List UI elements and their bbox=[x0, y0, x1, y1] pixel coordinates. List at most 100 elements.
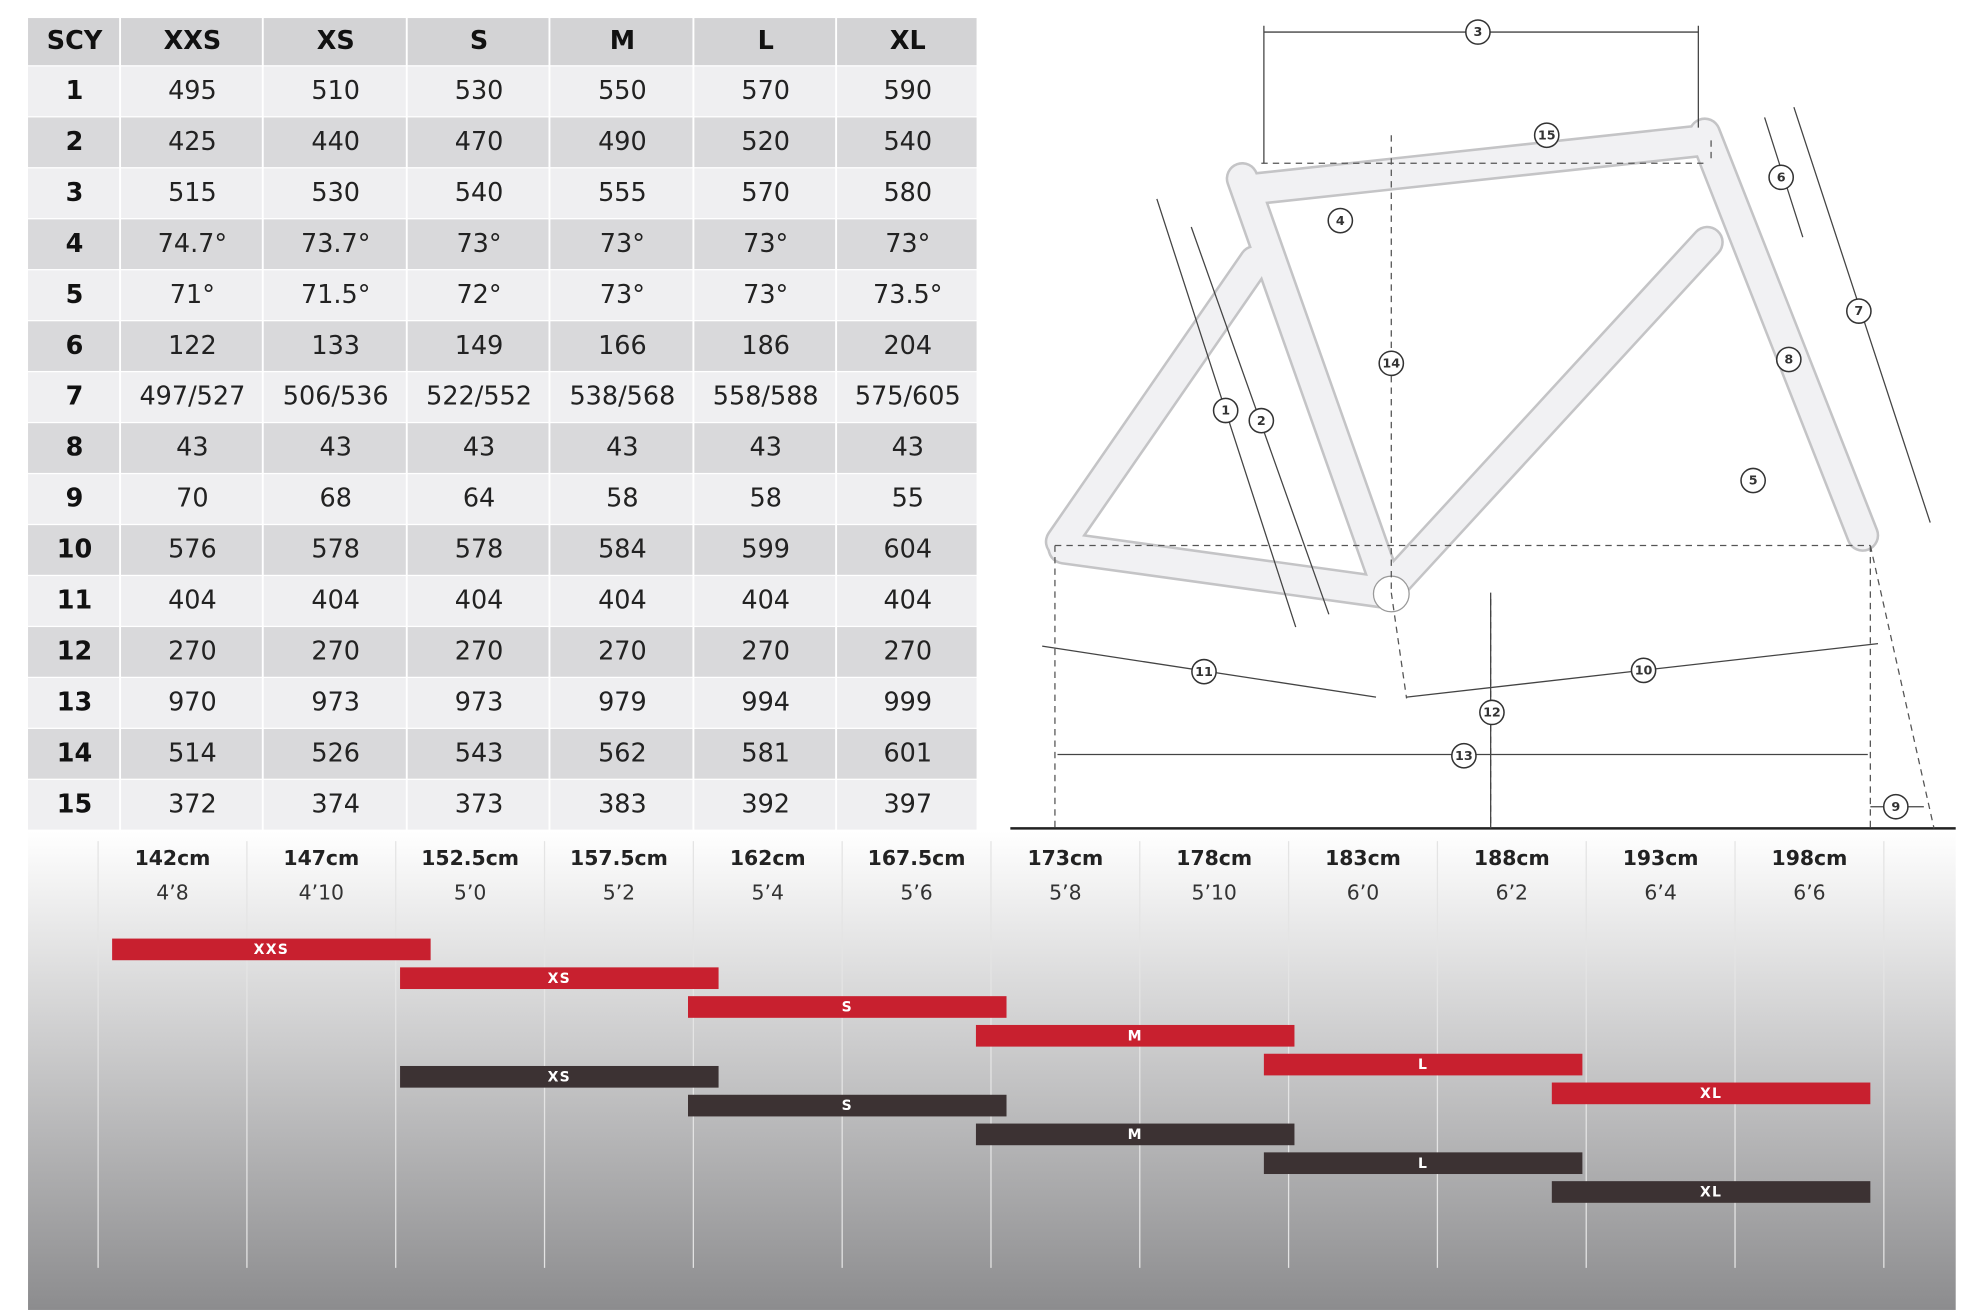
callout-number: 6 bbox=[1777, 170, 1786, 185]
table-cell-bg bbox=[837, 18, 977, 66]
table-cell-bg bbox=[28, 678, 120, 728]
table-header: XXS bbox=[164, 26, 222, 56]
height-ft: 5’10 bbox=[1192, 880, 1237, 904]
size-bar bbox=[975, 1024, 1295, 1047]
table-cell: 373 bbox=[455, 789, 504, 819]
table-cell: 970 bbox=[168, 688, 217, 718]
table-cell-bg bbox=[407, 627, 549, 677]
table-cell: 590 bbox=[883, 76, 932, 106]
table-cell-bg bbox=[407, 321, 549, 371]
table-cell: 575/605 bbox=[855, 382, 961, 412]
height-cm: 167.5cm bbox=[868, 846, 966, 870]
table-cell: 570 bbox=[741, 76, 790, 106]
size-bar bbox=[1263, 1152, 1583, 1175]
table-cell-bg bbox=[28, 321, 120, 371]
callout-number: 15 bbox=[1538, 128, 1556, 143]
table-cell: 540 bbox=[455, 178, 504, 208]
table-cell-bg bbox=[407, 66, 549, 117]
size-bar bbox=[112, 938, 431, 961]
table-cell: 578 bbox=[311, 535, 360, 565]
table-cell-bg bbox=[694, 270, 836, 321]
table-cell-bg bbox=[550, 678, 693, 728]
height-cm: 147cm bbox=[283, 846, 359, 870]
table-cell: 540 bbox=[883, 127, 932, 157]
size-bar-label: M bbox=[1128, 1028, 1143, 1044]
table-cell: 383 bbox=[598, 789, 647, 819]
table-cell-bg bbox=[263, 66, 406, 117]
table-cell: 73.5° bbox=[873, 280, 942, 310]
table-cell-bg bbox=[407, 576, 549, 626]
table-cell: 73° bbox=[743, 229, 788, 259]
table-cell: 578 bbox=[455, 535, 504, 565]
height-ft: 5’2 bbox=[603, 880, 635, 904]
table-cell: 43 bbox=[606, 433, 638, 463]
table-cell: 495 bbox=[168, 76, 217, 106]
table-cell-bg bbox=[837, 117, 977, 168]
table-cell: 562 bbox=[598, 738, 647, 768]
table-cell-bg bbox=[550, 525, 693, 575]
size-bar bbox=[975, 1123, 1295, 1146]
table-cell-bg bbox=[550, 18, 693, 66]
table-cell: 404 bbox=[168, 586, 217, 616]
table-cell: 372 bbox=[168, 789, 217, 819]
table-cell-bg bbox=[694, 525, 836, 575]
height-cm: 157.5cm bbox=[570, 846, 668, 870]
table-cell: 392 bbox=[741, 789, 790, 819]
table-cell-bg bbox=[837, 372, 977, 422]
callout-circle bbox=[1768, 164, 1795, 191]
table-cell-bg bbox=[837, 576, 977, 626]
table-cell-bg bbox=[694, 779, 836, 830]
size-bar-label: S bbox=[842, 1000, 853, 1016]
table-cell: 166 bbox=[598, 331, 647, 361]
table-cell-bg bbox=[550, 423, 693, 473]
height-ft: 4’8 bbox=[156, 880, 188, 904]
table-header: S bbox=[470, 26, 488, 56]
table-cell: 70 bbox=[176, 484, 208, 514]
size-bar bbox=[400, 967, 719, 990]
table-cell-bg bbox=[263, 270, 406, 321]
callout-number: 1 bbox=[1221, 404, 1230, 419]
height-ft: 4’10 bbox=[299, 880, 344, 904]
height-cm: 183cm bbox=[1325, 846, 1401, 870]
table-cell: 599 bbox=[741, 535, 790, 565]
table-cell-bg bbox=[550, 117, 693, 168]
height-cm: 173cm bbox=[1027, 846, 1103, 870]
table-cell: 73° bbox=[600, 229, 645, 259]
table-cell-bg bbox=[550, 219, 693, 270]
table-cell-bg bbox=[407, 728, 549, 779]
table-cell: 973 bbox=[311, 688, 360, 718]
table-cell: 2 bbox=[66, 127, 84, 157]
table-cell: 58 bbox=[606, 484, 638, 514]
table-cell: 9 bbox=[66, 484, 84, 514]
table-cell-bg bbox=[694, 117, 836, 168]
table-cell-bg bbox=[263, 219, 406, 270]
size-bar-label: XXS bbox=[254, 942, 290, 958]
table-cell: 470 bbox=[455, 127, 504, 157]
table-cell: 73° bbox=[743, 280, 788, 310]
table-cell-bg bbox=[121, 576, 262, 626]
table-cell-bg bbox=[263, 678, 406, 728]
callout-circle bbox=[1630, 657, 1657, 684]
table-cell-bg bbox=[694, 423, 836, 473]
table-cell: 576 bbox=[168, 535, 217, 565]
table-cell-bg bbox=[263, 525, 406, 575]
table-cell: 440 bbox=[311, 127, 360, 157]
table-cell: 404 bbox=[455, 586, 504, 616]
table-cell: 994 bbox=[741, 688, 790, 718]
table-cell-bg bbox=[263, 168, 406, 219]
table-cell-bg bbox=[407, 168, 549, 219]
sizing-background bbox=[28, 830, 1956, 1310]
size-bar-label: L bbox=[1418, 1156, 1428, 1172]
table-cell-bg bbox=[407, 423, 549, 473]
table-cell-bg bbox=[121, 728, 262, 779]
table-cell: 43 bbox=[463, 433, 495, 463]
height-cm: 152.5cm bbox=[421, 846, 519, 870]
table-cell-bg bbox=[121, 627, 262, 677]
table-cell-bg bbox=[121, 168, 262, 219]
table-cell-bg bbox=[694, 576, 836, 626]
table-cell-bg bbox=[263, 372, 406, 422]
height-ft: 6’2 bbox=[1496, 880, 1528, 904]
table-cell-bg bbox=[121, 423, 262, 473]
